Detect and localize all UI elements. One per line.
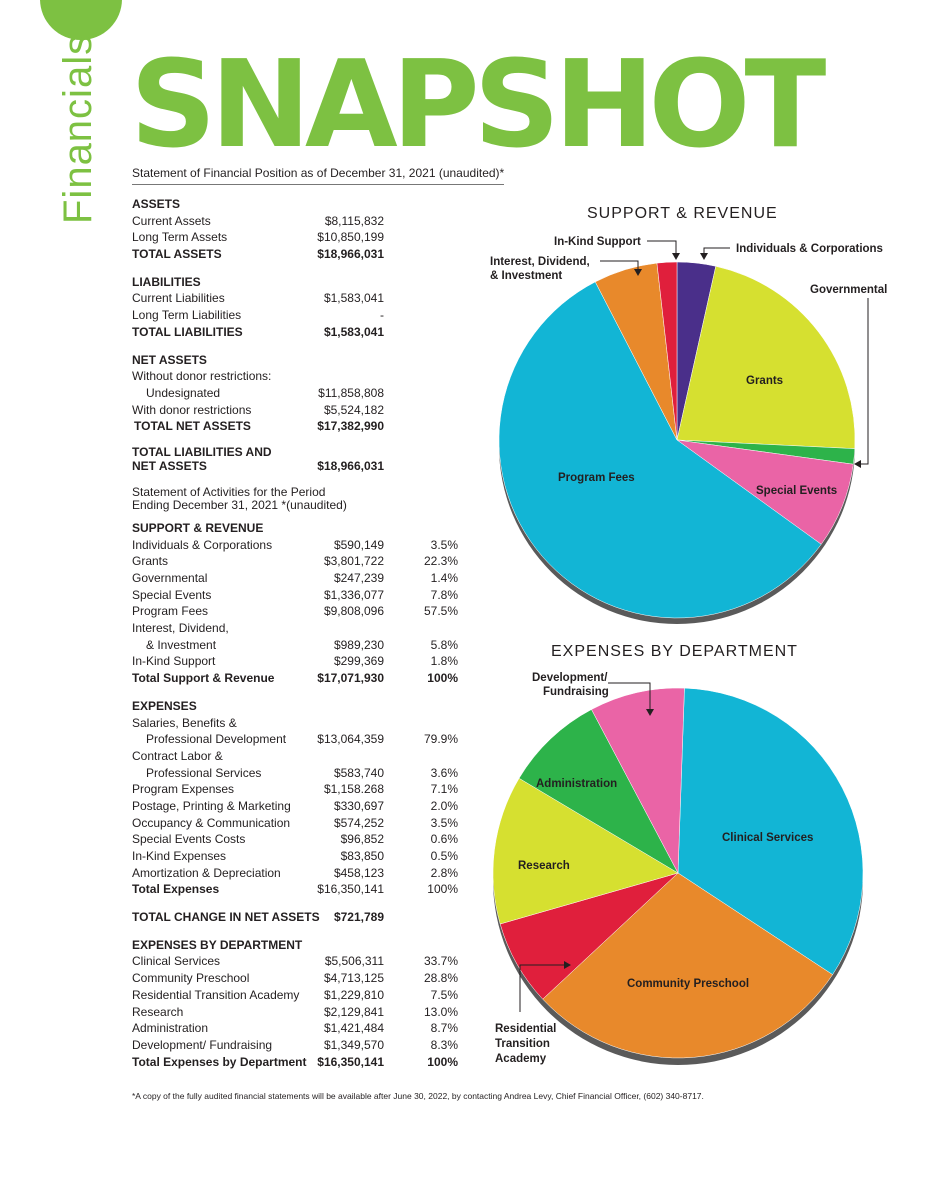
table-row: Community Preschool $4,713,125 28.8% <box>132 971 458 986</box>
arrowheads <box>564 253 861 969</box>
table-row: Individuals & Corporations $590,149 3.5% <box>132 537 458 552</box>
label-interest-line2: & Investment <box>490 270 562 282</box>
label-research: Research <box>518 860 570 872</box>
table-row: With donor restrictions $5,524,182 <box>132 402 384 417</box>
table-row: Contract Labor & <box>132 748 223 763</box>
pie-slice-administration <box>518 709 679 874</box>
total-row: TOTAL LIABILITIES $1,583,041 <box>132 324 384 339</box>
total-row: NET ASSETS $18,966,031 <box>132 458 384 473</box>
support-revenue-chart-title: SUPPORT & REVENUE <box>587 205 778 222</box>
support-revenue-pie <box>498 261 856 624</box>
label-residential-line1: Residential <box>495 1023 556 1035</box>
label-administration: Administration <box>536 778 617 790</box>
table-row: Clinical Services $5,506,311 33.7% <box>132 954 458 969</box>
table-row: Administration $1,421,484 8.7% <box>132 1021 458 1036</box>
table-row: Salaries, Benefits & <box>132 715 237 730</box>
support-revenue-heading: SUPPORT & REVENUE <box>132 520 264 535</box>
total-row: Total Expenses by Department $16,350,141 1… <box>132 1054 458 1069</box>
table-row: Special Events $1,336,077 7.8% <box>132 587 458 602</box>
table-row: Interest, Dividend, <box>132 621 229 636</box>
expenses-heading: EXPENSES <box>132 698 197 713</box>
table-row: Special Events Costs $96,852 0.6% <box>132 832 458 847</box>
activities-statement-title: Statement of Activities for the Period E… <box>132 484 347 512</box>
table-row: Program Fees $9,808,096 57.5% <box>132 604 458 619</box>
table-row: Professional Development $13,064,359 79.9% <box>146 732 458 747</box>
net-assets-heading: NET ASSETS <box>132 352 207 367</box>
table-row: Grants $3,801,722 22.3% <box>132 554 458 569</box>
table-row: Long Term Assets $10,850,199 <box>132 230 384 245</box>
assets-heading: ASSETS <box>132 197 181 211</box>
table-row: Current Liabilities $1,583,041 <box>132 291 384 306</box>
position-statement-title: Statement of Financial Position as of De… <box>132 166 504 185</box>
table-row: Research $2,129,841 13.0% <box>132 1004 458 1019</box>
expenses-department-chart-title: EXPENSES BY DEPARTMENT <box>551 643 798 660</box>
table-row: Without donor restrictions: <box>132 369 272 384</box>
pie-slice-clinical-services <box>677 687 864 975</box>
label-residential-line3: Academy <box>495 1053 547 1065</box>
label-governmental: Governmental <box>810 284 887 296</box>
pie-slice-community-preschool <box>542 872 833 1059</box>
table-row: Professional Services $583,740 3.6% <box>146 765 458 780</box>
table-row: & Investment $989,230 5.8% <box>146 637 458 652</box>
pie-slice-development-fundraising <box>591 687 685 874</box>
total-change-row: TOTAL CHANGE IN NET ASSETS $721,789 <box>132 910 384 925</box>
table-row: Governmental $247,239 1.4% <box>132 571 458 585</box>
pie-slice-program-fees <box>498 281 822 619</box>
total-row: TOTAL ASSETS $18,966,031 <box>132 247 384 262</box>
table-row: Development/ Fundraising $1,349,570 8.3% <box>132 1037 458 1052</box>
expenses-by-department-heading: EXPENSES BY DEPARTMENT <box>132 937 303 952</box>
table-row: In-Kind Expenses $83,850 0.5% <box>132 849 458 863</box>
total-liabilities-net-label: TOTAL LIABILITIES AND <box>132 444 272 459</box>
label-interest-line1: Interest, Dividend, <box>490 256 590 268</box>
pie-slice-research <box>492 777 679 925</box>
label-individuals-corporations: Individuals & Corporations <box>736 243 883 255</box>
pie-slice-grants <box>676 265 856 449</box>
table-row: Postage, Printing & Marketing $330,697 2.0… <box>132 798 458 813</box>
label-in-kind-support: In-Kind Support <box>554 236 641 248</box>
pie-slice-in-kind-support <box>656 261 678 441</box>
total-row: TOTAL NET ASSETS $17,382,990 <box>134 419 384 434</box>
label-clinical-services: Clinical Services <box>722 832 813 844</box>
label-development-line1: Development/ <box>532 672 608 684</box>
footnote: *A copy of the fully audited financial s… <box>132 1091 704 1101</box>
label-residential-line2: Transition <box>495 1038 550 1050</box>
table-row: Amortization & Depreciation $458,123 2.8% <box>132 865 458 880</box>
table-row: Residential Transition Academy $1,229,810… <box>132 987 458 1002</box>
table-row: Long Term Liabilities - <box>132 308 384 323</box>
label-community-preschool: Community Preschool <box>627 978 749 990</box>
table-row: Undesignated $11,858,808 <box>146 385 384 400</box>
table-row: Program Expenses $1,158.268 7.1% <box>132 782 458 797</box>
table-row: Current Assets $8,115,832 <box>132 213 384 228</box>
total-row: Total Support & Revenue $17,071,930 100% <box>132 671 458 686</box>
total-row: Total Expenses $16,350,141 100% <box>132 882 458 897</box>
label-program-fees: Program Fees <box>558 472 635 484</box>
page-title: SNAPSHOT <box>130 36 826 175</box>
label-grants: Grants <box>746 375 783 387</box>
pie1-leader-lines <box>519 240 869 1012</box>
financial-tables: ASSETS Current Assets $8,115,832 Long Ter… <box>132 196 472 1070</box>
label-development-line2: Fundraising <box>543 686 609 698</box>
table-row: Occupancy & Communication $574,252 3.5% <box>132 815 458 830</box>
liabilities-heading: LIABILITIES <box>132 274 201 289</box>
label-special-events: Special Events <box>756 485 837 497</box>
expenses-department-pie <box>492 687 864 1065</box>
table-row: In-Kind Support $299,369 1.8% <box>132 654 458 669</box>
